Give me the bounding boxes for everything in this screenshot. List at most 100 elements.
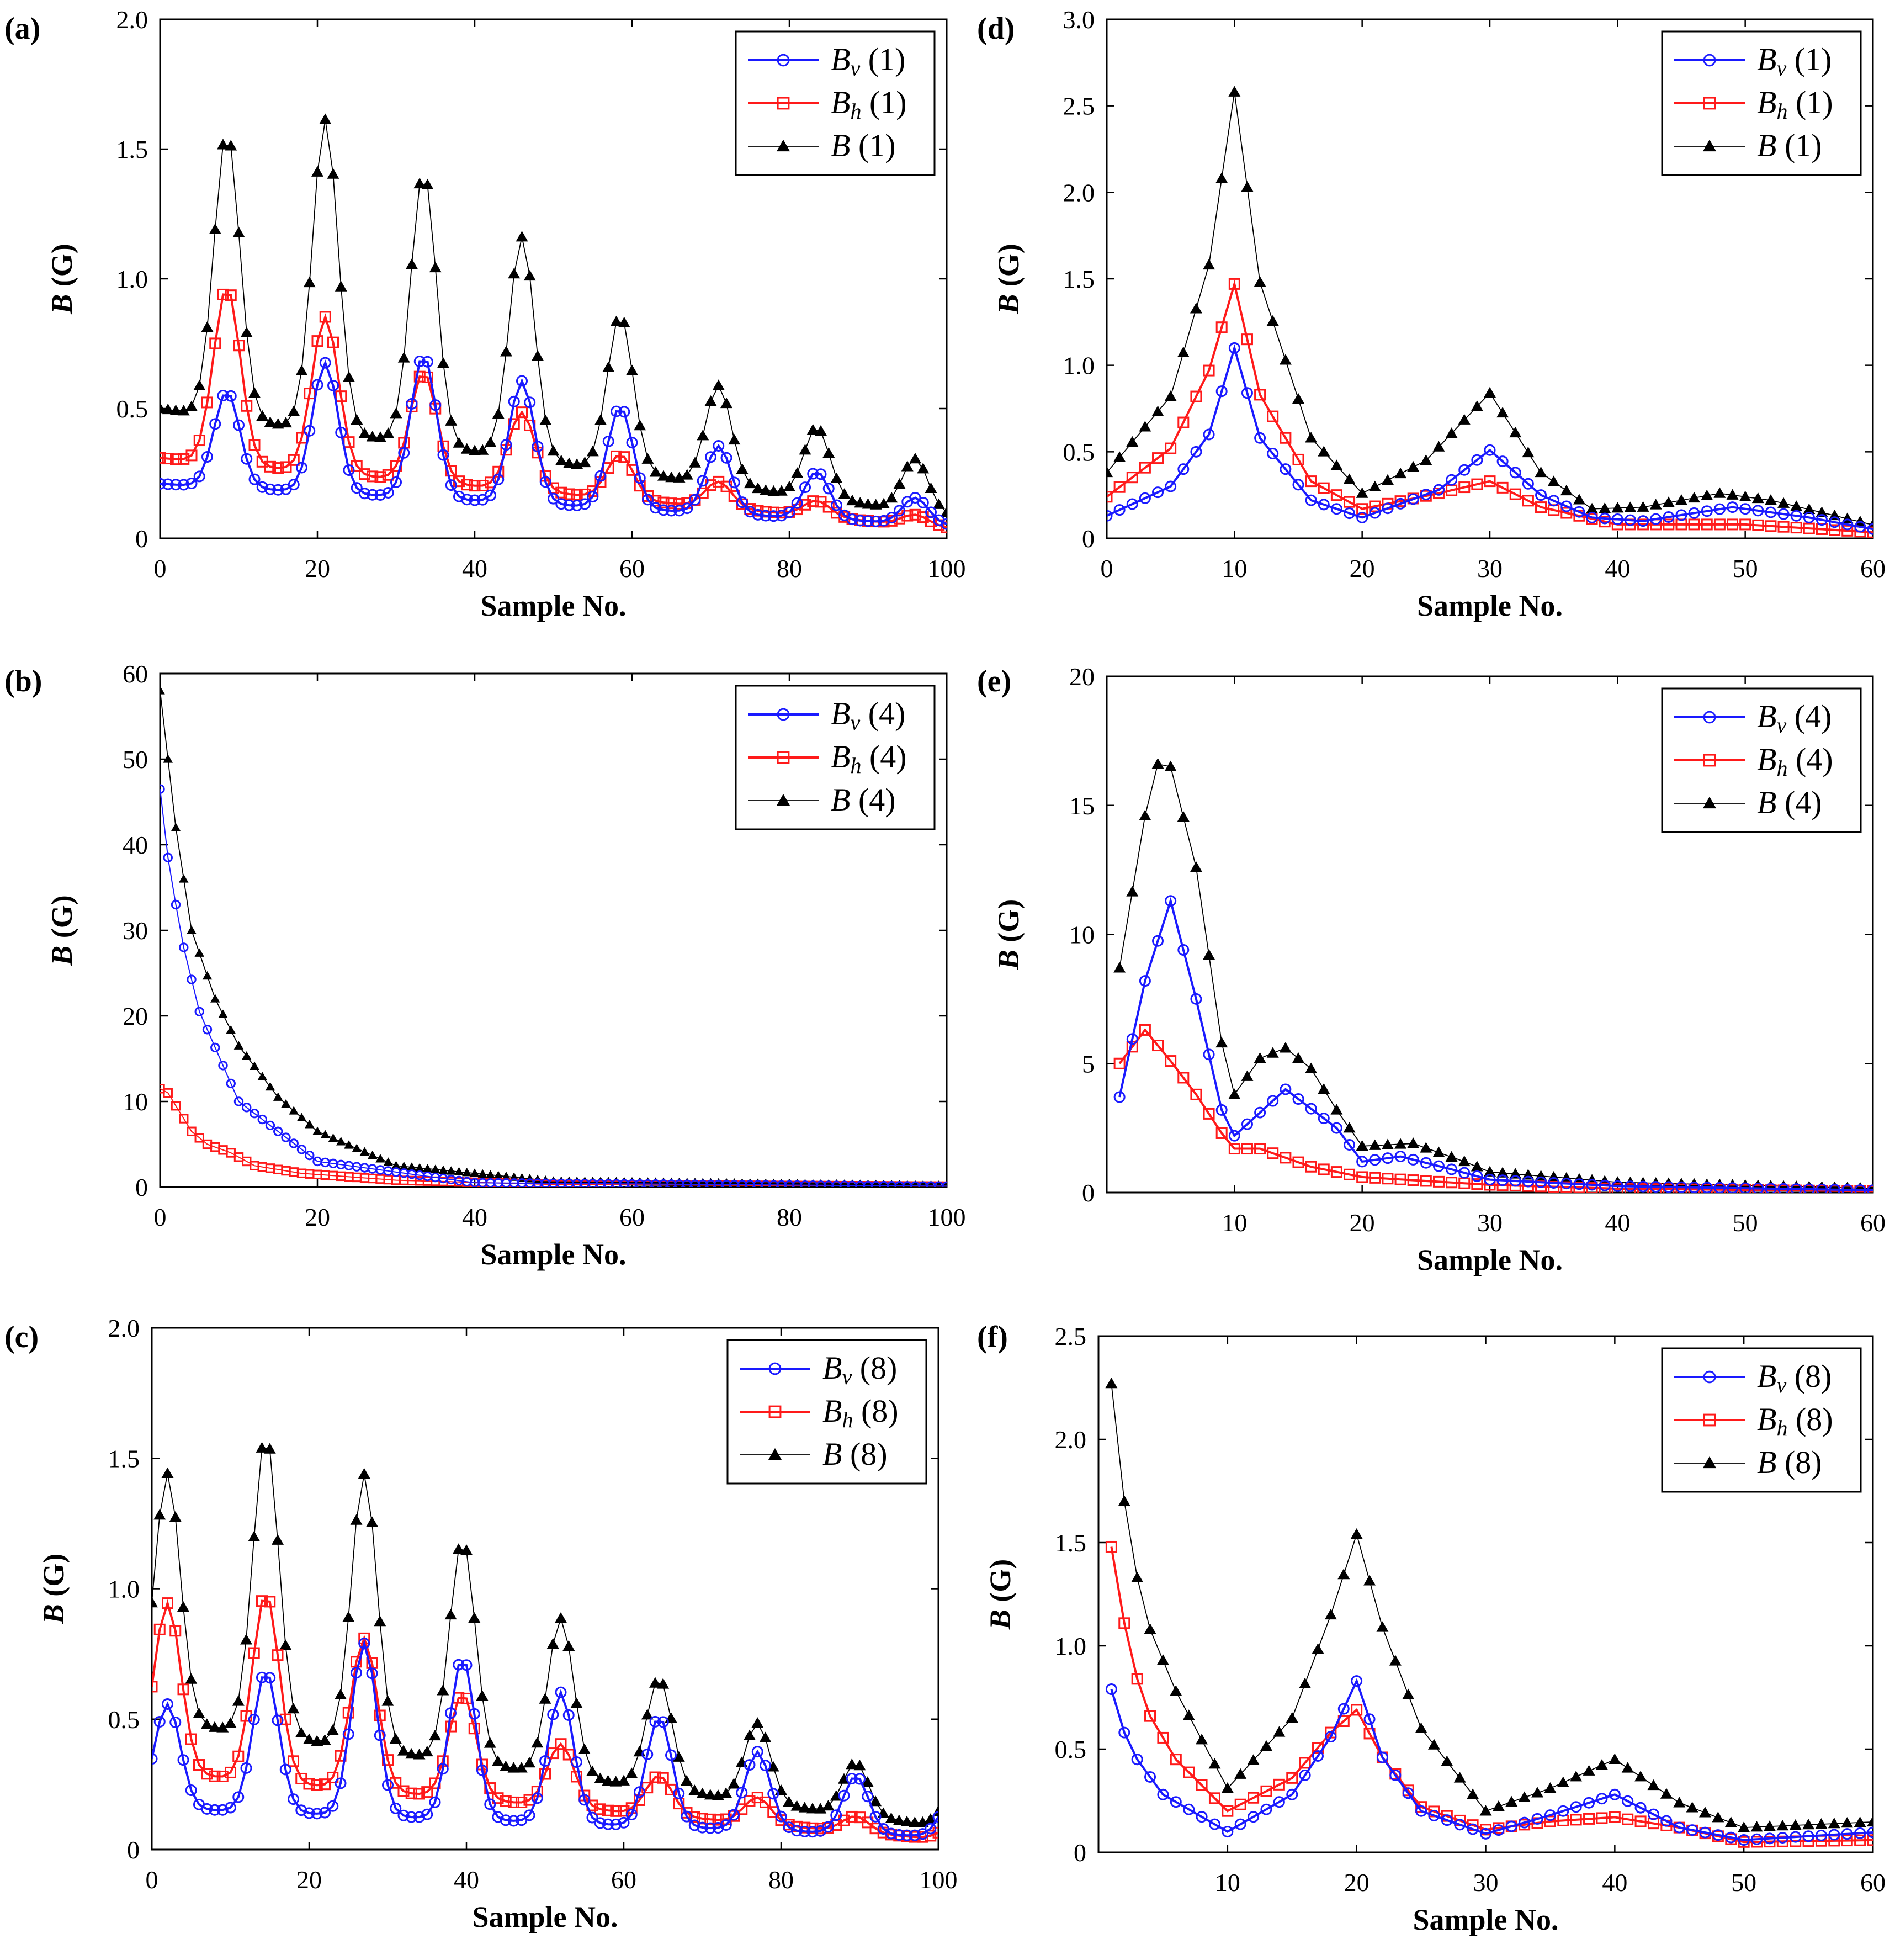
- point-b: [776, 793, 790, 806]
- point-b: [201, 321, 214, 332]
- point-bv: [413, 356, 426, 368]
- point-b: [798, 1802, 811, 1813]
- point-bv: [1369, 507, 1381, 519]
- x-tick-label: 20: [1350, 1209, 1375, 1237]
- point-bv: [626, 437, 638, 449]
- point-bv: [1725, 1831, 1737, 1844]
- series-line-bv: [160, 789, 947, 1187]
- point-bv: [1203, 428, 1215, 441]
- point-bv: [942, 1181, 947, 1187]
- point-b: [752, 482, 764, 494]
- point-bv: [305, 1150, 315, 1161]
- point-bh: [233, 340, 245, 352]
- point-b: [296, 1113, 307, 1122]
- point-b: [1702, 1456, 1717, 1469]
- point-b: [397, 352, 410, 363]
- point-b: [570, 1697, 583, 1708]
- point-bh: [1152, 452, 1164, 464]
- point-bv: [374, 1729, 386, 1741]
- point-b: [1662, 496, 1675, 507]
- point-bh: [1267, 410, 1279, 422]
- point-b: [279, 1639, 292, 1650]
- point-b: [187, 925, 197, 934]
- point-b: [437, 1684, 449, 1696]
- point-bv: [342, 1728, 354, 1740]
- point-bv: [1829, 1184, 1841, 1193]
- point-b: [336, 1137, 346, 1146]
- point-bv: [1376, 1751, 1388, 1763]
- point-bv: [1663, 1181, 1675, 1193]
- point-bv: [218, 1061, 228, 1071]
- point-bv: [1165, 895, 1177, 907]
- point-b: [641, 1709, 654, 1720]
- point-bv: [1267, 1095, 1279, 1107]
- point-bv: [232, 1791, 245, 1803]
- y-tick-label: 2.5: [1063, 92, 1095, 120]
- point-bv: [288, 1793, 299, 1805]
- x-axis-title: Sample No.: [472, 1900, 618, 1933]
- legend-label-bv: Bv (1): [831, 41, 905, 81]
- point-b: [178, 874, 189, 883]
- y-tick-label: 2.0: [1063, 178, 1095, 206]
- point-bv: [1305, 494, 1317, 506]
- point-b: [304, 1120, 315, 1129]
- point-bv: [1712, 1829, 1724, 1841]
- point-bh: [193, 435, 205, 447]
- point-b: [366, 1516, 378, 1527]
- point-bv: [437, 1763, 449, 1775]
- legend-label-b: B (1): [1757, 128, 1822, 163]
- x-tick-label: 60: [619, 554, 645, 582]
- point-bh: [1280, 432, 1292, 444]
- point-b: [578, 1743, 591, 1754]
- point-bv: [202, 1025, 213, 1035]
- y-tick-label: 0: [135, 1173, 148, 1201]
- point-bv: [273, 1126, 283, 1136]
- point-bv: [351, 1667, 362, 1679]
- point-bv: [1596, 1793, 1608, 1805]
- point-b: [610, 315, 623, 327]
- point-bh: [1165, 1055, 1177, 1067]
- point-bv: [460, 1659, 473, 1671]
- y-tick-label: 2.0: [108, 1314, 140, 1342]
- y-tick-label: 1.5: [1055, 1529, 1087, 1557]
- point-bv: [1432, 1160, 1445, 1172]
- point-b: [1164, 760, 1177, 771]
- point-b: [1337, 1568, 1350, 1580]
- point-bv: [366, 1667, 378, 1680]
- point-bv: [281, 1132, 291, 1142]
- point-b: [1228, 1088, 1241, 1099]
- legend: Bv (1)Bh (1)B (1): [1661, 30, 1862, 176]
- point-b: [594, 414, 607, 425]
- point-b: [248, 387, 261, 398]
- point-bv: [1881, 1827, 1891, 1837]
- point-b: [641, 453, 654, 464]
- point-bv: [1622, 1795, 1634, 1807]
- legend-label-bh: Bh (4): [831, 739, 907, 778]
- point-bv: [1816, 514, 1828, 526]
- point-b: [681, 1774, 693, 1786]
- point-bv: [1260, 1803, 1272, 1815]
- point-b: [312, 1126, 322, 1135]
- point-bh: [296, 432, 307, 444]
- point-b: [919, 1180, 927, 1187]
- legend-number: (8): [1786, 1358, 1832, 1394]
- point-bh: [1144, 1710, 1156, 1722]
- point-b: [625, 1767, 638, 1778]
- point-bv: [1407, 1153, 1419, 1166]
- series-line-bv: [1107, 344, 1873, 531]
- point-bv: [1484, 444, 1496, 456]
- point-b: [1557, 1776, 1569, 1787]
- point-b: [854, 497, 867, 508]
- point-b: [862, 498, 874, 509]
- point-bv: [1686, 1824, 1698, 1836]
- point-bh: [862, 1816, 874, 1829]
- point-bv: [469, 494, 481, 506]
- point-b: [736, 463, 749, 474]
- point-bv: [1203, 1048, 1215, 1061]
- point-b: [901, 460, 914, 472]
- point-b: [1738, 1821, 1750, 1832]
- point-bv: [248, 473, 261, 485]
- point-bh: [650, 495, 662, 507]
- point-bh: [768, 1405, 782, 1418]
- point-bv: [531, 1792, 543, 1804]
